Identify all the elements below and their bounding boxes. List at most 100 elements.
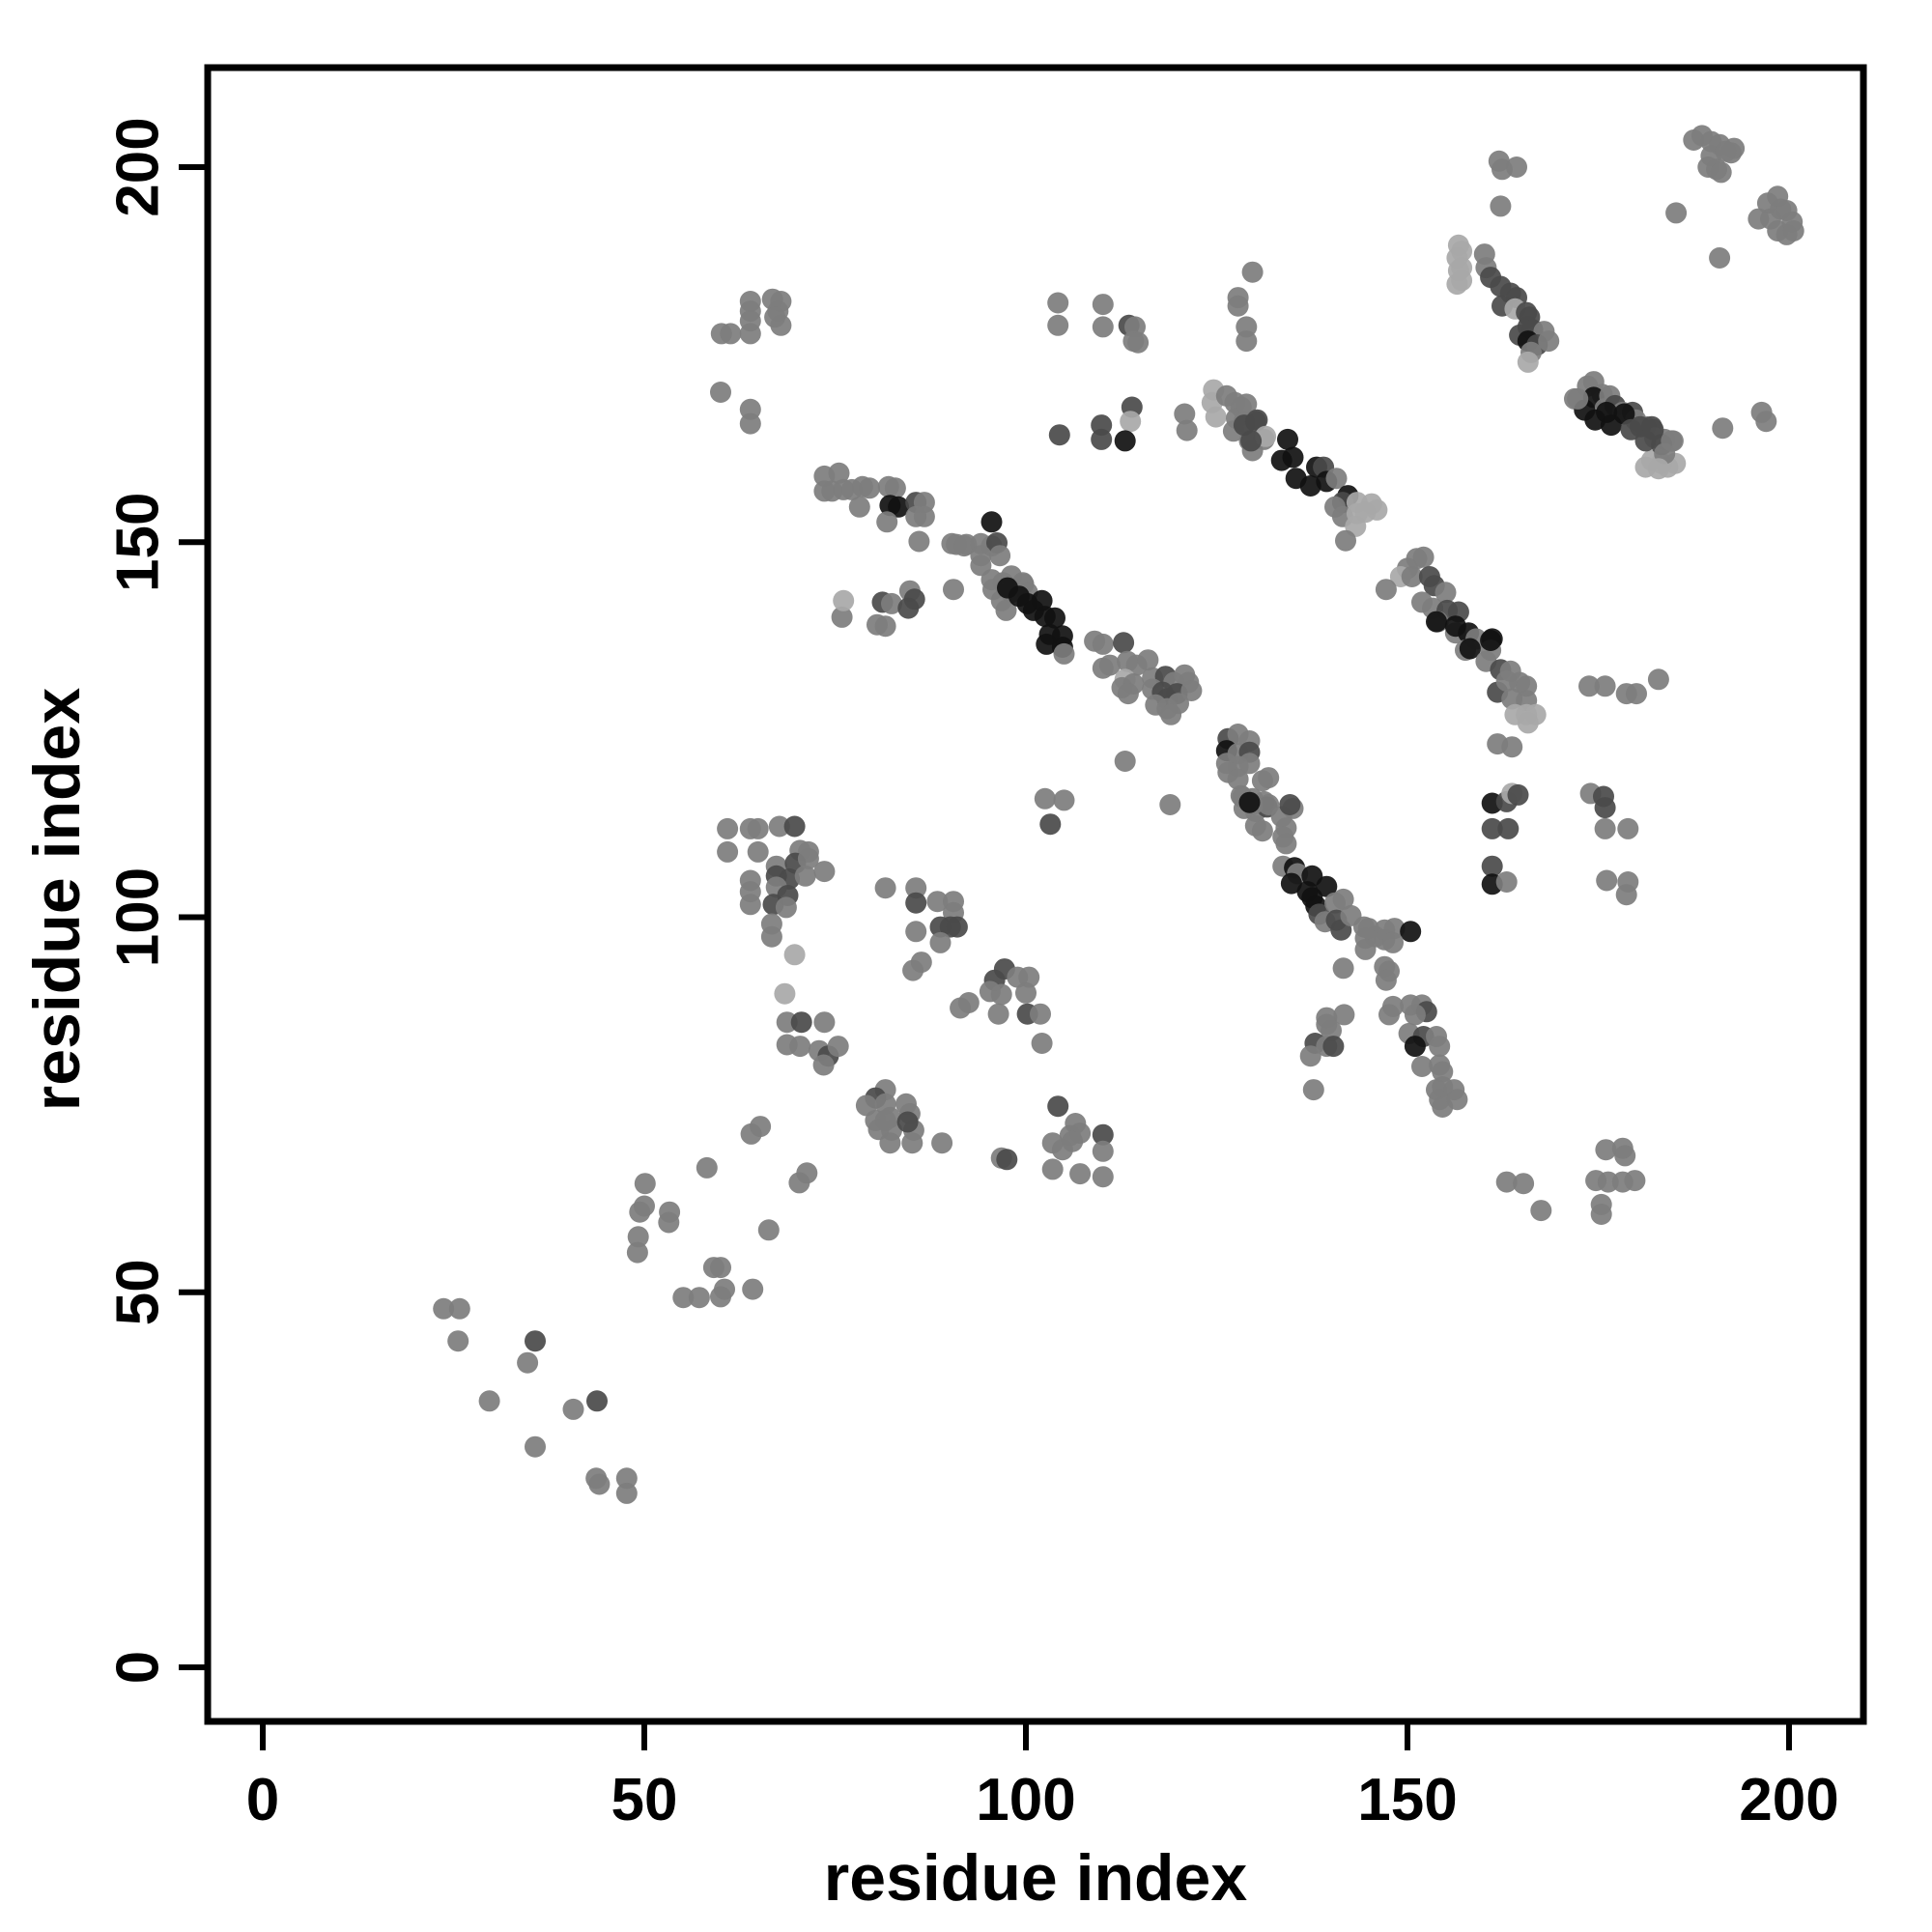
y-tick-label: 100 [105,867,172,967]
y-axis-title: residue index [20,687,94,1112]
data-point [876,511,898,533]
data-point [895,1093,917,1115]
data-point [1426,611,1447,633]
data-point [1145,694,1167,716]
data-point [1446,273,1468,296]
data-point [1236,393,1258,415]
data-point [1481,817,1503,839]
data-point [1712,417,1734,440]
data-point [908,530,930,553]
data-point [1236,330,1258,353]
data-point [990,983,1012,1006]
data-point [1241,261,1264,283]
data-point [1114,751,1136,772]
data-point [896,1111,919,1133]
data-point [1159,794,1181,815]
data-point [1517,712,1539,734]
y-tick-label: 200 [105,117,172,216]
data-point [1400,921,1422,943]
data-point [717,840,739,863]
data-point [1507,783,1529,806]
data-point [813,861,836,883]
data-point [1567,387,1589,410]
data-point [1098,654,1121,676]
data-point [859,477,881,499]
data-point [1047,1095,1069,1118]
data-point [525,1330,546,1352]
x-axis-title: residue index [823,1841,1248,1915]
data-point [696,1156,718,1179]
data-point [1325,468,1348,490]
data-point [995,599,1017,621]
data-point [1174,403,1196,425]
data-point [913,505,935,527]
data-point [775,896,797,919]
x-tick-label: 200 [1739,1767,1838,1833]
data-point [1335,529,1356,552]
data-point [1053,789,1075,811]
data-point [1444,615,1466,638]
data-point [750,1116,772,1138]
data-point [794,865,816,887]
data-point [1538,330,1560,353]
data-point [1299,1045,1321,1067]
data-point [517,1351,539,1374]
data-point [1299,475,1321,497]
data-point [1517,351,1539,373]
data-point [1047,292,1069,314]
data-point [1180,680,1203,701]
data-point [1710,161,1732,184]
data-point [1594,675,1616,697]
data-point [1497,817,1520,839]
data-point [760,925,782,948]
data-point [770,314,792,336]
data-point [989,545,1011,567]
data-point [874,877,896,899]
data-point [1044,607,1065,629]
data-point [586,1390,608,1412]
data-point [1481,855,1503,877]
data-point [615,1482,638,1504]
data-point [987,1003,1009,1025]
data-point [1490,195,1512,217]
data-point [1227,295,1249,317]
data-point [1092,1166,1114,1188]
data-point [1375,969,1397,991]
data-point [1238,753,1261,775]
data-point [688,1287,710,1309]
data-point [848,496,870,518]
x-tick-label: 150 [1357,1767,1457,1833]
data-point [1205,406,1227,428]
data-point [874,615,896,638]
data-point [783,815,806,838]
data-point [1530,1200,1552,1222]
data-point [1277,428,1298,450]
data-point [525,1435,546,1458]
data-point [1594,817,1616,839]
data-point [1018,966,1040,988]
data-point [1322,1036,1345,1058]
data-point [1113,632,1135,654]
data-point [588,1473,611,1495]
data-point [739,412,761,435]
data-point [1366,498,1388,521]
data-point [1624,1170,1646,1192]
data-point [874,1093,896,1115]
data-point [902,959,924,981]
data-point [1092,1140,1114,1162]
y-tick-label: 0 [105,1651,172,1684]
data-point [1665,202,1688,224]
data-point [901,1132,923,1154]
data-point [1137,649,1159,671]
data-point [1432,1061,1454,1083]
data-point [1782,220,1804,242]
data-point [747,840,769,863]
data-point [1647,458,1669,480]
data-point [783,944,806,966]
data-point [562,1398,584,1420]
data-point [710,1257,731,1279]
data-point [1378,1004,1400,1026]
data-point [1030,1003,1051,1025]
plot-border [204,64,1867,1725]
data-point [1401,566,1423,587]
